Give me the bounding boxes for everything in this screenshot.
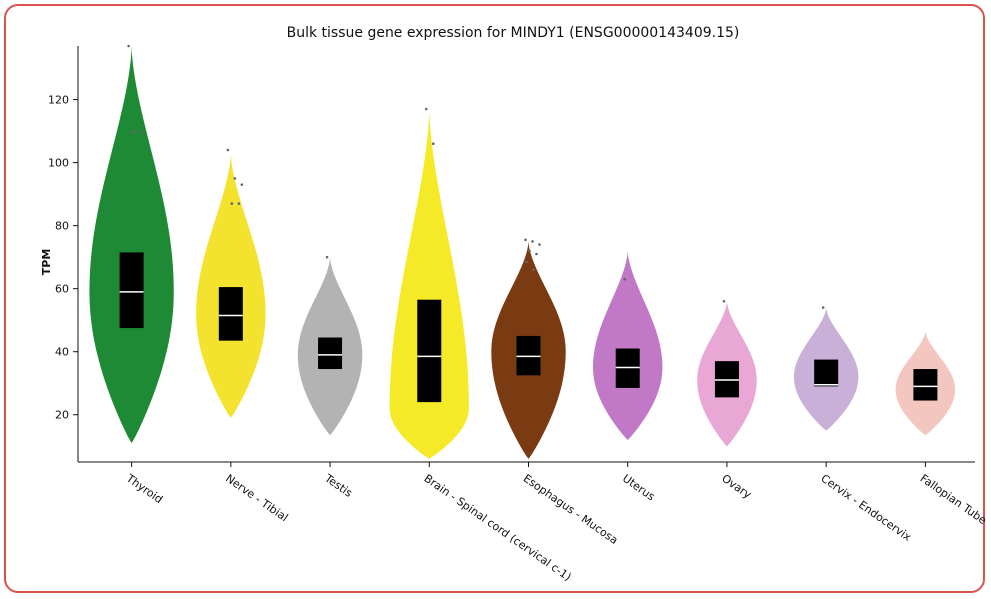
outlier-point <box>226 148 230 152</box>
y-tick-label: 40 <box>55 346 69 359</box>
violin-group <box>196 148 266 418</box>
violin-group <box>697 299 757 447</box>
violin-group <box>491 238 566 459</box>
chart-title: Bulk tissue gene expression for MINDY1 (… <box>287 25 740 41</box>
iqr-box <box>913 369 938 401</box>
violin-body <box>592 250 663 440</box>
x-tick-label: Cervix - Endocervix <box>818 472 914 544</box>
outlier-point <box>524 238 527 242</box>
outlier-point <box>325 255 329 259</box>
outlier-point <box>538 243 541 246</box>
outlier-point <box>525 260 528 264</box>
outlier-point <box>424 107 428 111</box>
violin-group <box>89 44 174 444</box>
y-tick-label: 80 <box>55 220 69 233</box>
outlier-point <box>131 131 134 134</box>
y-axis-label: TPM <box>40 249 53 276</box>
outlier-point <box>821 306 825 309</box>
iqr-box <box>119 252 144 329</box>
outlier-point <box>623 277 627 281</box>
outlier-point <box>230 202 234 205</box>
violin-group <box>389 107 469 459</box>
x-tick-label: Testis <box>322 471 355 500</box>
violin-group <box>297 255 363 436</box>
iqr-box <box>814 359 839 387</box>
iqr-box <box>417 299 442 403</box>
x-tick-label: Nerve - Tibial <box>223 472 290 525</box>
outlier-point <box>431 142 435 145</box>
iqr-box <box>615 348 640 388</box>
x-tick-label: Thyroid <box>123 471 165 506</box>
violin-group <box>895 331 956 436</box>
violin-group <box>793 306 859 431</box>
y-tick-label: 60 <box>55 283 69 296</box>
x-tick-label: Fallopian Tube <box>918 472 989 527</box>
iqr-box <box>516 335 541 376</box>
outlier-point <box>134 129 137 133</box>
y-tick-label: 100 <box>48 157 69 170</box>
violin-body <box>89 46 174 444</box>
violins <box>89 44 956 459</box>
y-tick-label: 120 <box>48 94 69 107</box>
outlier-point <box>141 131 144 134</box>
x-tick-label: Ovary <box>719 472 754 502</box>
violin-group <box>592 250 663 440</box>
iqr-box <box>714 361 739 398</box>
outlier-point <box>531 240 534 243</box>
outlier-point <box>127 44 130 48</box>
violin-body <box>389 109 469 459</box>
outlier-point <box>532 268 535 272</box>
x-tick-label: Esophagus - Mucosa <box>521 472 621 547</box>
outlier-point <box>233 177 237 180</box>
x-tick-label: Uterus <box>620 472 657 504</box>
outlier-point <box>528 249 531 253</box>
violin-body <box>196 153 266 418</box>
outlier-point <box>535 252 538 256</box>
iqr-box <box>218 287 243 341</box>
outlier-point <box>722 299 726 303</box>
outlier-point <box>240 183 244 186</box>
iqr-box <box>318 337 343 370</box>
outlier-point <box>237 202 241 205</box>
y-tick-label: 20 <box>55 409 69 422</box>
